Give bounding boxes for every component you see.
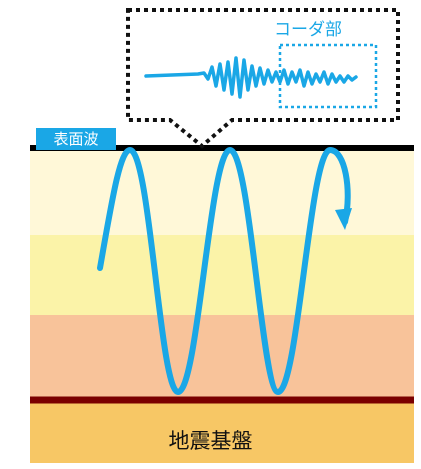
wave-arrow-head-icon bbox=[335, 208, 352, 230]
surface-wave-path bbox=[97, 147, 351, 395]
coda-label: コーダ部 bbox=[274, 20, 342, 40]
coda-region-box bbox=[278, 43, 378, 109]
soil-layer-lower bbox=[30, 315, 414, 397]
soil-layer-middle bbox=[30, 235, 414, 315]
seismogram-waveform bbox=[144, 56, 358, 99]
bedrock-layer bbox=[30, 403, 414, 463]
bedrock-label: 地震基盤 bbox=[168, 429, 253, 453]
surface-wave-label: 表面波 bbox=[36, 128, 116, 150]
